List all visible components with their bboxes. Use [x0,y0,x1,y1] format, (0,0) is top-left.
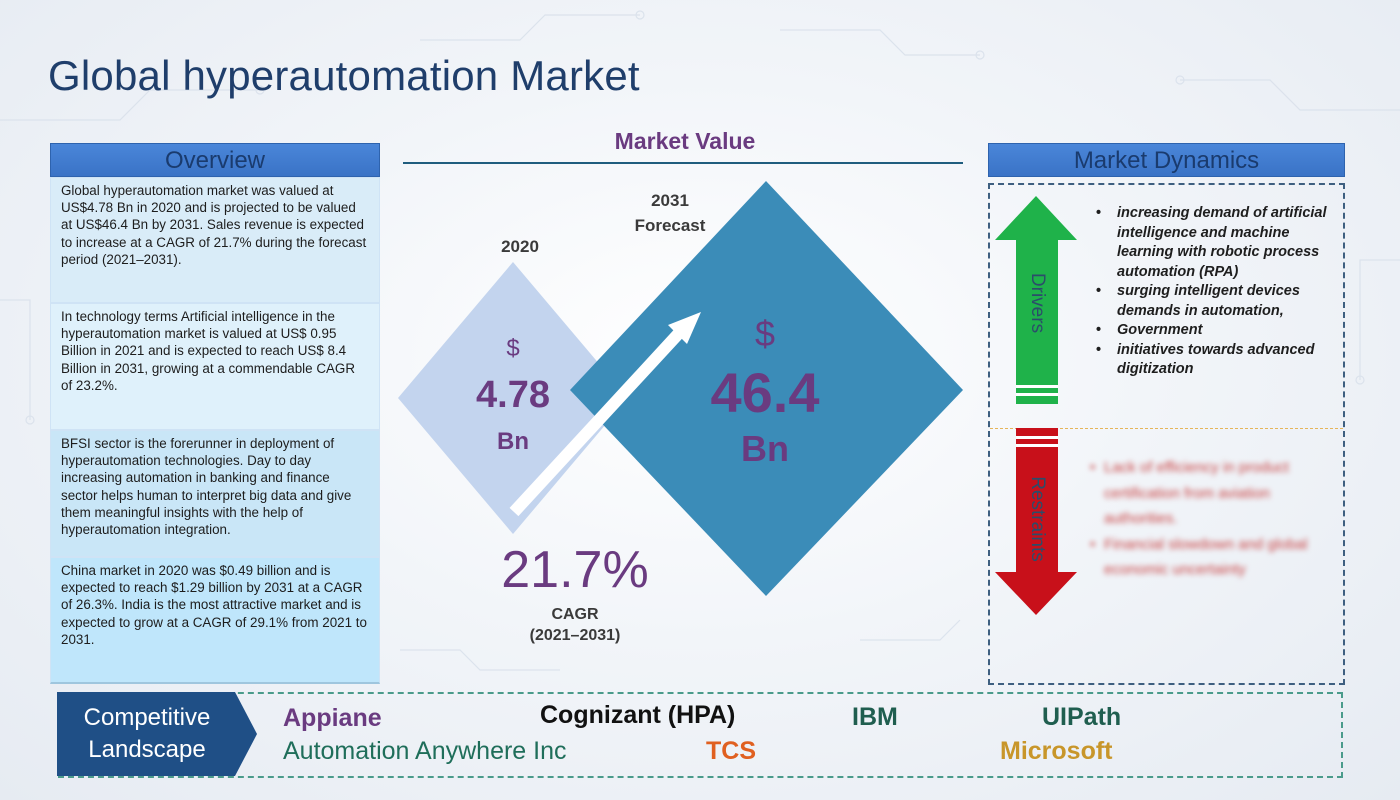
restraints-arrow-icon [995,428,1077,615]
driver-item: Government [1096,321,1336,341]
drivers-label: Drivers [1027,272,1048,334]
restraint-item: Financial slowdown and global economic u… [1090,532,1330,583]
company-uipath: UIPath [1042,703,1122,731]
cagr-label: CAGR (2021–2031) [500,604,650,646]
company-cognizant: Cognizant (HPA) [540,701,736,729]
overview-header: Overview [50,143,380,177]
company-automation-anywhere: Automation Anywhere Inc [283,737,567,765]
company-ibm: IBM [852,703,898,731]
year-2031-year: 2031 [651,191,689,210]
driver-item: initiatives towards advanced digitizatio… [1096,341,1336,380]
diamond-2031 [570,181,963,596]
year-2020-label: 2020 [501,237,539,256]
value-2031-number: 46.4 [710,361,820,424]
diamond-2020 [398,262,628,534]
year-2031-forecast: Forecast [634,216,706,235]
drivers-list: increasing demand of artificial intellig… [1096,204,1336,380]
market-value-title: Market Value [614,128,756,154]
cagr-label-text: CAGR [551,606,599,623]
page-title: Global hyperautomation Market [48,52,640,99]
company-appiane: Appiane [283,704,382,732]
overview-paragraph-3: BFSI sector is the forerunner in deploym… [50,430,380,557]
growth-arrow [509,312,701,517]
competitive-label-line2: Landscape [88,736,206,763]
restraints-label: Restraints [1027,476,1048,562]
overview-paragraph-4: China market in 2020 was $0.49 billion a… [50,557,380,684]
dynamics-divider [990,428,1343,429]
driver-item: increasing demand of artificial intellig… [1096,204,1336,282]
value-2031-unit: Bn [741,428,789,469]
year-2031-label: 2031 Forecast [620,188,720,238]
restraint-item: Lack of efficiency in product certificat… [1090,455,1330,532]
company-microsoft: Microsoft [1000,737,1113,765]
market-value-divider [403,162,963,164]
cagr-value: 21.7% [501,541,649,599]
value-2020-currency: $ [506,335,520,362]
value-2031-currency: $ [754,313,776,354]
restraints-list: Lack of efficiency in product certificat… [1090,455,1330,583]
cagr-period: (2021–2031) [529,627,621,644]
competitive-label-line1: Competitive [83,704,211,731]
overview-list: Global hyperautomation market was valued… [50,177,380,684]
company-tcs: TCS [706,737,756,765]
competitive-landscape-label: Competitive Landscape [57,692,257,776]
market-dynamics-header: Market Dynamics [988,143,1345,177]
value-2020-number: 4.78 [476,374,550,416]
market-dynamics-box [988,183,1345,685]
overview-paragraph-2: In technology terms Artificial intellige… [50,303,380,430]
value-2020-unit: Bn [497,428,529,455]
overview-paragraph-1: Global hyperautomation market was valued… [50,177,380,303]
driver-item: surging intelligent devices demands in a… [1096,282,1336,321]
drivers-arrow-icon [995,196,1077,404]
